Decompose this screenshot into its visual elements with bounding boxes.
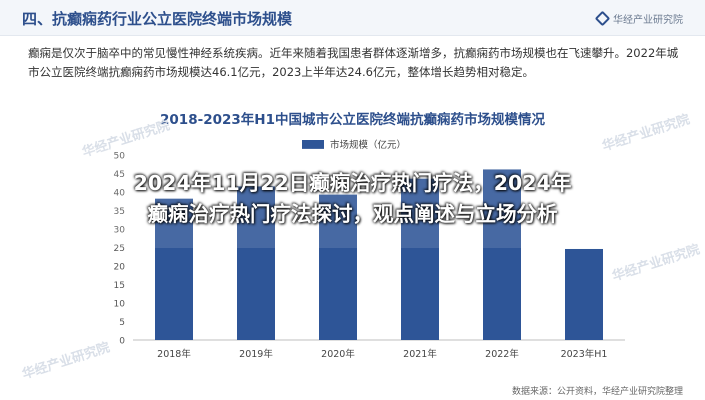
- bar: [155, 198, 193, 340]
- headline-line-2: 癫痫治疗热门疗法探讨，观点阐述与立场分析: [147, 202, 558, 226]
- y-tick-label: 40: [114, 189, 126, 199]
- y-tick-label: 20: [114, 263, 126, 273]
- headline-overlay: [0, 148, 705, 248]
- x-tick-label: 2022年: [485, 348, 519, 360]
- chart-title: 2018-2023年H1中国城市公立医院终端抗癫痫药市场规模情况: [160, 112, 545, 128]
- intro-paragraph: 癫痫是仅次于脑卒中的常见慢性神经系统疾病。近年来随着我国患者群体逐渐增多，抗癫痫…: [28, 46, 679, 79]
- bar: [319, 194, 357, 340]
- y-tick-label: 45: [114, 170, 125, 180]
- legend-swatch: [302, 140, 324, 149]
- x-tick-label: 2023年H1: [561, 348, 608, 360]
- headline-line-1: 2024年11月22日癫痫治疗热门疗法，2024年: [133, 171, 572, 195]
- x-tick-label: 2019年: [239, 348, 273, 360]
- header-band: 四、抗癫痫药行业公立医院终端市场规模 华经产业研究院: [0, 0, 705, 36]
- y-tick-label: 15: [114, 281, 125, 291]
- headline: 2024年11月22日癫痫治疗热门疗法，2024年 癫痫治疗热门疗法探讨，观点阐…: [0, 168, 705, 230]
- x-tick-label: 2020年: [321, 348, 355, 360]
- y-tick-label: 0: [119, 337, 125, 347]
- bar: [565, 248, 603, 340]
- y-tick-label: 10: [114, 300, 126, 310]
- brand-name: 华经产业研究院: [613, 15, 683, 26]
- y-tick-label: 5: [119, 318, 125, 328]
- x-tick-label: 2018年: [157, 348, 191, 360]
- brand: 华经产业研究院: [594, 10, 683, 27]
- y-tick-label: 50: [114, 152, 126, 162]
- source-note: 数据来源：公开资料，华经产业研究院整理: [511, 387, 683, 397]
- section-title: 四、抗癫痫药行业公立医院终端市场规模: [22, 10, 293, 28]
- bar: [483, 169, 521, 340]
- x-tick-label: 2021年: [403, 348, 437, 360]
- y-tick-label: 30: [114, 226, 126, 236]
- y-tick-label: 35: [114, 207, 125, 217]
- y-tick-label: 25: [114, 244, 125, 254]
- legend-label: 市场规模（亿元）: [330, 139, 406, 151]
- bar: [237, 186, 275, 340]
- bar: [401, 178, 439, 340]
